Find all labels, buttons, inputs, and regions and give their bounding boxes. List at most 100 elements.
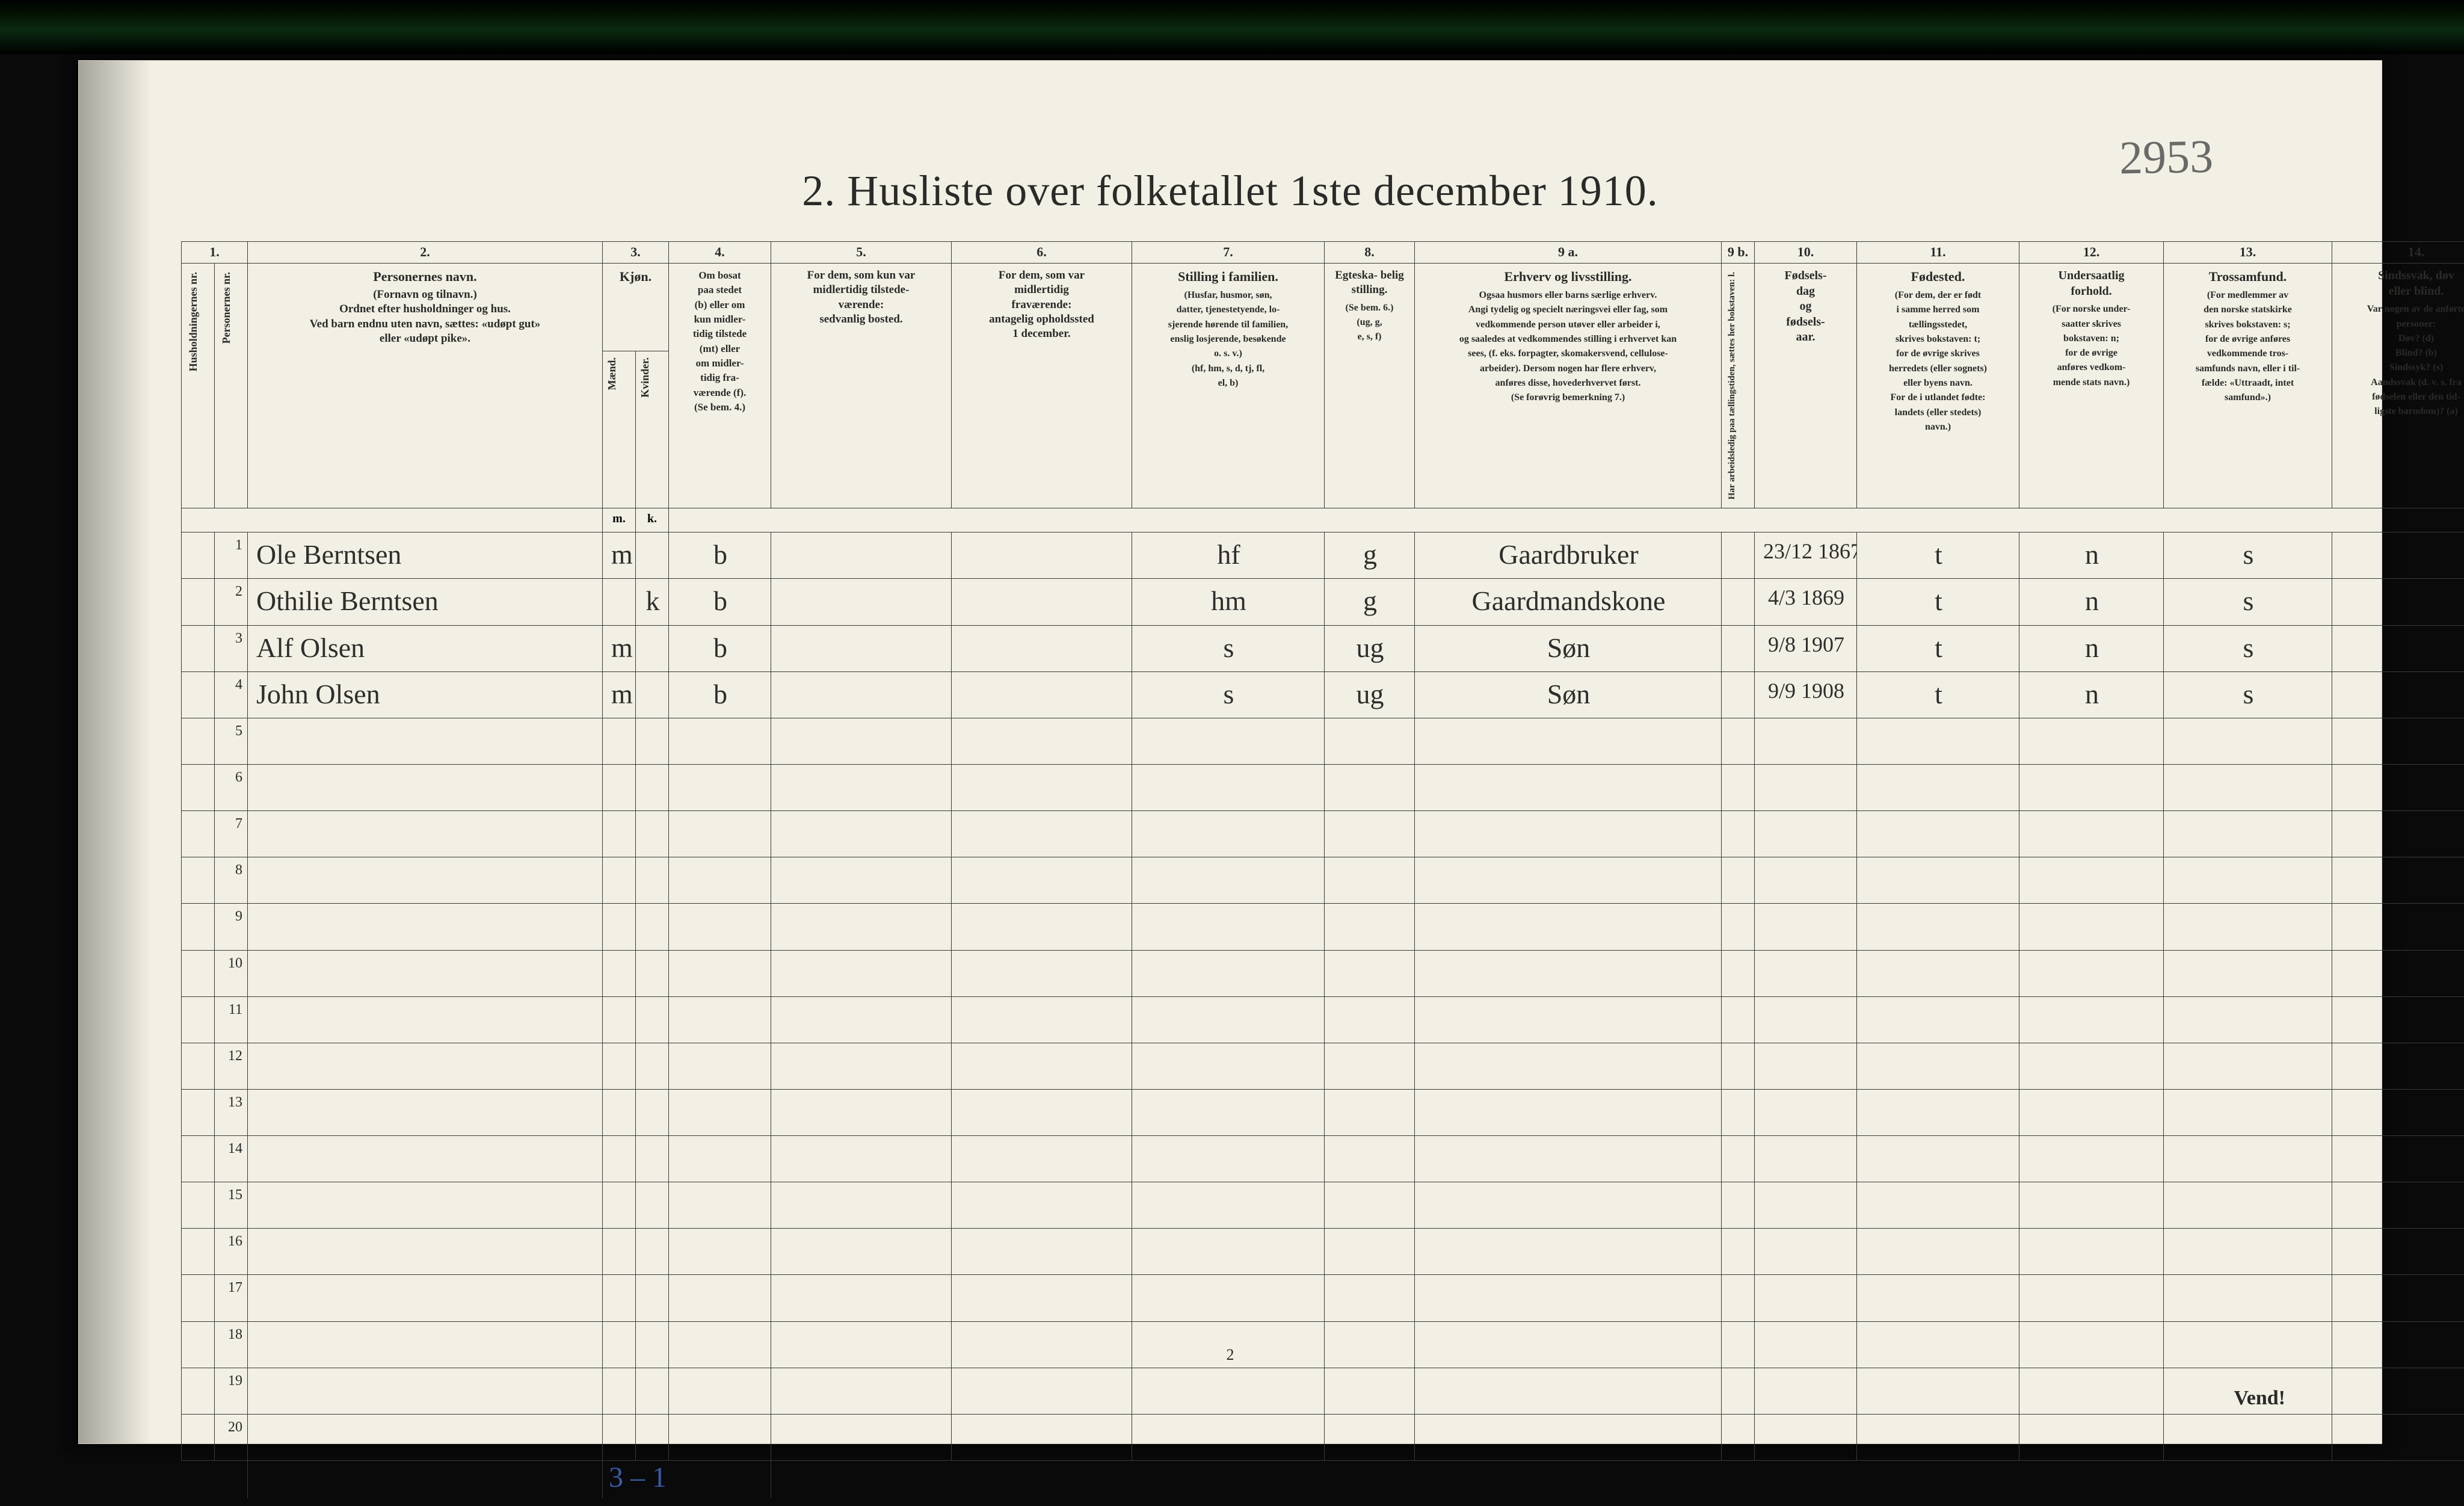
tally-row: 3 – 1	[182, 1461, 2464, 1499]
row-empty-cell	[2332, 1275, 2464, 1321]
row-empty-cell	[1325, 811, 1415, 857]
row-empty-cell	[1415, 1275, 1722, 1321]
row-unemployed	[1722, 532, 1755, 579]
row-household	[182, 1089, 215, 1135]
row-person-no: 14	[215, 1136, 248, 1182]
row-empty-cell	[2019, 1089, 2164, 1135]
table-row-empty: 11	[182, 996, 2464, 1043]
hdr-birthplace-bold: Fødested.	[1861, 268, 2015, 285]
row-empty-cell	[2019, 904, 2164, 950]
row-empty-cell	[1132, 764, 1325, 810]
row-empty-cell	[669, 996, 771, 1043]
row-empty-cell	[1857, 1136, 2019, 1182]
table-row-empty: 20	[182, 1414, 2464, 1460]
row-empty-cell	[952, 950, 1132, 996]
hdr-sex-female-label: Kvinder.	[637, 354, 653, 401]
row-empty-cell	[669, 857, 771, 904]
hdr-household-no-label: Husholdningernes nr.	[185, 268, 202, 375]
row-empty-cell	[1415, 1414, 1722, 1460]
row-empty-cell	[1132, 1182, 1325, 1229]
table-row: 1Ole BerntsenmbhfgGaardbruker23/12 1867t…	[182, 532, 2464, 579]
row-empty-cell	[2164, 1182, 2332, 1229]
hdr-nationality-bold: Undersaatlig forhold.	[2023, 268, 2160, 299]
row-person-no: 7	[215, 811, 248, 857]
row-birth: 23/12 1867	[1755, 532, 1857, 579]
row-empty-cell	[2332, 1182, 2464, 1229]
row-sex-m: m	[603, 532, 636, 579]
row-empty-cell	[1755, 1414, 1857, 1460]
row-occupation: Gaardmandskone	[1415, 579, 1722, 625]
hdr-names-bold: Personernes navn.	[251, 268, 599, 285]
colnum-1: 1.	[182, 242, 248, 264]
row-empty-cell	[771, 1089, 952, 1135]
hdr-residence-text: Om bosat paa stedet (b) eller om kun mid…	[693, 270, 747, 413]
row-empty-cell	[2332, 996, 2464, 1043]
row-household	[182, 1414, 215, 1460]
row-empty-cell	[1132, 811, 1325, 857]
hdr-marital-text: (Se bem. 6.) (ug, g, e, s, f)	[1346, 303, 1394, 342]
row-birthplace: t	[1857, 671, 2019, 718]
row-empty-cell	[1857, 950, 2019, 996]
row-household	[182, 671, 215, 718]
row-disability	[2332, 625, 2464, 671]
hdr-nationality: Undersaatlig forhold. (For norske under-…	[2019, 264, 2164, 508]
row-empty-cell	[2019, 1136, 2164, 1182]
row-empty-cell	[1415, 1229, 1722, 1275]
table-row-empty: 14	[182, 1136, 2464, 1182]
colnum-6: 6.	[952, 242, 1132, 264]
row-nationality: n	[2019, 625, 2164, 671]
row-birth: 9/9 1908	[1755, 671, 1857, 718]
row-empty-cell	[1755, 1043, 1857, 1089]
row-sex-k	[636, 532, 669, 579]
row-empty-cell	[2019, 950, 2164, 996]
row-empty-cell	[1857, 1414, 2019, 1460]
row-household	[182, 996, 215, 1043]
row-empty-cell	[1415, 904, 1722, 950]
row-birthplace: t	[1857, 625, 2019, 671]
row-name: John Olsen	[248, 671, 603, 718]
row-empty-cell	[1722, 1229, 1755, 1275]
row-empty-cell	[2332, 950, 2464, 996]
row-empty-cell	[248, 1275, 603, 1321]
row-family-pos: s	[1132, 625, 1325, 671]
row-empty-cell	[2164, 1414, 2332, 1460]
row-empty-cell	[1415, 718, 1722, 764]
row-family-pos: s	[1132, 671, 1325, 718]
row-empty-cell	[248, 1089, 603, 1135]
row-empty-cell	[1755, 764, 1857, 810]
row-temp-absent	[952, 579, 1132, 625]
row-empty-cell	[636, 1229, 669, 1275]
row-empty-cell	[771, 1368, 952, 1414]
row-empty-cell	[603, 1182, 636, 1229]
census-table: 1. 2. 3. 4. 5. 6. 7. 8. 9 a. 9 b. 10. 11…	[181, 241, 2464, 1498]
row-empty-cell	[669, 1182, 771, 1229]
colnum-13: 13.	[2164, 242, 2332, 264]
row-household	[182, 718, 215, 764]
row-empty-cell	[1755, 1275, 1857, 1321]
row-empty-cell	[1722, 1275, 1755, 1321]
row-empty-cell	[2164, 1043, 2332, 1089]
row-person-no: 6	[215, 764, 248, 810]
row-empty-cell	[1415, 950, 1722, 996]
row-empty-cell	[636, 718, 669, 764]
colnum-8: 8.	[1325, 242, 1415, 264]
colnum-7: 7.	[1132, 242, 1325, 264]
hdr-religion-bold: Trossamfund.	[2167, 268, 2328, 285]
row-empty-cell	[1325, 718, 1415, 764]
scanner-top-strip	[0, 0, 2464, 54]
row-empty-cell	[669, 718, 771, 764]
row-person-no: 19	[215, 1368, 248, 1414]
row-empty-cell	[1325, 1136, 1415, 1182]
row-sex-k: k	[636, 579, 669, 625]
row-empty-cell	[636, 764, 669, 810]
hdr-temp-present-text: For dem, som kun var midlertidig tilsted…	[807, 269, 916, 326]
row-marital: g	[1325, 579, 1415, 625]
row-empty-cell	[1325, 1368, 1415, 1414]
row-empty-cell	[1722, 1089, 1755, 1135]
tally-cell: 3 – 1	[603, 1461, 771, 1499]
row-person-no: 17	[215, 1275, 248, 1321]
hdr-occupation-text: Ogsaa husmors eller barns særlige erhver…	[1459, 290, 1677, 403]
row-unemployed	[1722, 625, 1755, 671]
row-empty-cell	[1755, 904, 1857, 950]
row-empty-cell	[771, 764, 952, 810]
